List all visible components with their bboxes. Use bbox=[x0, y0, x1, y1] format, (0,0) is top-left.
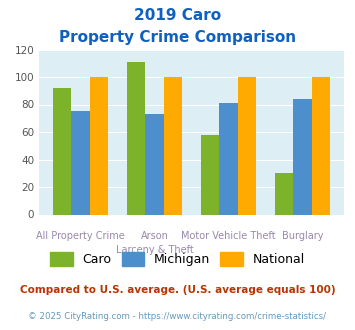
Bar bbox=[238, 77, 256, 214]
Bar bbox=[275, 173, 294, 214]
Text: Arson: Arson bbox=[141, 231, 169, 241]
Text: All Property Crime: All Property Crime bbox=[36, 231, 125, 241]
Text: Compared to U.S. average. (U.S. average equals 100): Compared to U.S. average. (U.S. average … bbox=[20, 285, 335, 295]
Bar bbox=[127, 62, 146, 214]
Bar bbox=[53, 88, 71, 214]
Text: © 2025 CityRating.com - https://www.cityrating.com/crime-statistics/: © 2025 CityRating.com - https://www.city… bbox=[28, 312, 327, 321]
Bar bbox=[90, 77, 108, 214]
Text: Larceny & Theft: Larceny & Theft bbox=[116, 245, 193, 255]
Bar bbox=[71, 112, 90, 214]
Text: Burglary: Burglary bbox=[282, 231, 323, 241]
Bar bbox=[312, 77, 331, 214]
Bar bbox=[201, 135, 219, 214]
Bar bbox=[219, 103, 238, 214]
Bar bbox=[164, 77, 182, 214]
Text: Motor Vehicle Theft: Motor Vehicle Theft bbox=[181, 231, 276, 241]
Bar bbox=[146, 114, 164, 214]
Text: Property Crime Comparison: Property Crime Comparison bbox=[59, 30, 296, 45]
Bar bbox=[294, 99, 312, 214]
Legend: Caro, Michigan, National: Caro, Michigan, National bbox=[45, 247, 310, 271]
Text: 2019 Caro: 2019 Caro bbox=[134, 8, 221, 23]
